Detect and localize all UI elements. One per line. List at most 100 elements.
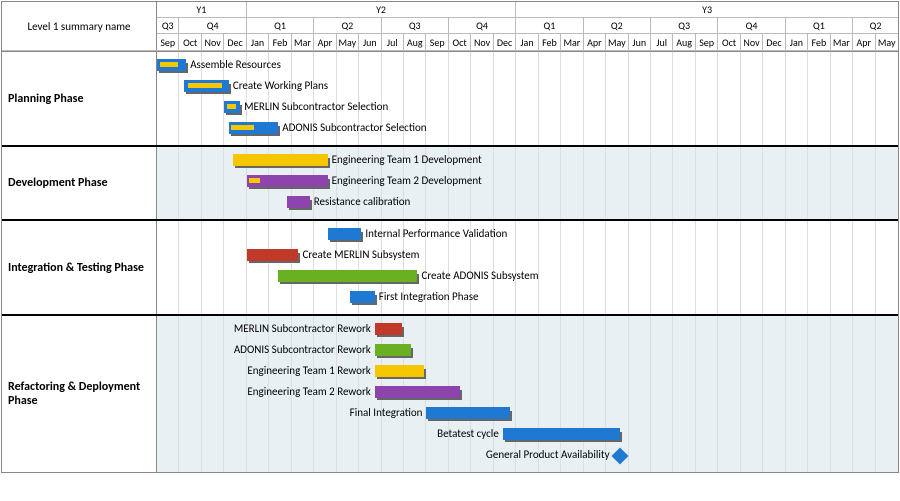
task-row: Create MERLIN Subsystem: [157, 247, 898, 267]
task-row: General Product Availability: [157, 447, 898, 467]
task-bar-inner: [160, 62, 178, 67]
month-cell: Jan: [247, 34, 269, 50]
quarter-cell: Q3: [651, 18, 718, 34]
task-label: Engineering Team 2 Development: [332, 174, 482, 187]
month-cell: Sep: [426, 34, 448, 50]
year-cell: Y2: [247, 2, 516, 18]
quarter-cell: Q3: [382, 18, 449, 34]
quarter-cell: Q4: [449, 18, 516, 34]
month-cell: Feb: [269, 34, 291, 50]
task-bar: [247, 249, 299, 261]
task-bar-inner: [236, 157, 249, 162]
month-cell: Apr: [314, 34, 336, 50]
phase-row: Refactoring & Deployment PhaseMERLIN Sub…: [2, 314, 898, 472]
phase-body: Engineering Team 1 Development Engineerin…: [157, 147, 898, 219]
month-cell: Aug: [404, 34, 426, 50]
task-label: MERLIN Subcontractor Rework: [234, 322, 371, 335]
month-cell: Jan: [786, 34, 808, 50]
month-cell: Apr: [853, 34, 875, 50]
month-cell: Mar: [561, 34, 583, 50]
phase-label: Integration & Testing Phase: [2, 221, 157, 314]
task-bar: [375, 344, 411, 356]
month-cell: Nov: [471, 34, 493, 50]
month-cell: Dec: [494, 34, 516, 50]
task-bar: [426, 407, 509, 419]
phase-label: Development Phase: [2, 147, 157, 219]
month-cell: Dec: [224, 34, 246, 50]
month-cell: May: [606, 34, 628, 50]
task-row: First Integration Phase: [157, 289, 898, 309]
quarter-cell: Q2: [584, 18, 651, 34]
month-cell: Sep: [157, 34, 179, 50]
task-label: Final Integration: [350, 406, 423, 419]
task-bar-inner: [231, 125, 253, 130]
task-row: Resistance calibration: [157, 194, 898, 214]
task-label: Create Working Plans: [233, 79, 328, 92]
year-cell: Y1: [157, 2, 247, 18]
task-row: MERLIN Subcontractor Rework: [157, 321, 898, 341]
year-cell: Y3: [516, 2, 898, 18]
task-row: Create Working Plans: [157, 78, 898, 98]
task-row: ADONIS Subcontractor Rework: [157, 342, 898, 362]
phase-body: MERLIN Subcontractor Rework ADONIS Subcon…: [157, 316, 898, 472]
task-bar-inner: [227, 104, 236, 109]
task-label: First Integration Phase: [379, 290, 479, 303]
month-cell: Dec: [763, 34, 785, 50]
task-label: MERLIN Subcontractor Selection: [244, 100, 388, 113]
task-row: ADONIS Subcontractor Selection: [157, 120, 898, 140]
month-cell: Jul: [382, 34, 404, 50]
quarter-cell: Q3: [157, 18, 179, 34]
task-bar: [375, 386, 460, 398]
month-cell: Jun: [359, 34, 381, 50]
month-cell: Nov: [202, 34, 224, 50]
phase-body: Assemble Resources Create Working Plans ME…: [157, 52, 898, 145]
task-label: ADONIS Subcontractor Selection: [282, 121, 426, 134]
task-row: Assemble Resources: [157, 57, 898, 77]
phase-label: Planning Phase: [2, 52, 157, 145]
phase-label: Refactoring & Deployment Phase: [2, 316, 157, 472]
month-cell: Jan: [516, 34, 538, 50]
task-bar: [375, 365, 424, 377]
month-cell: Oct: [718, 34, 740, 50]
year-row: Y1Y2Y3: [157, 2, 898, 18]
task-label: ADONIS Subcontractor Rework: [234, 343, 371, 356]
task-label: Betatest cycle: [437, 427, 499, 440]
task-label: Create MERLIN Subsystem: [302, 248, 419, 261]
task-row: Internal Performance Validation: [157, 226, 898, 246]
month-cell: Mar: [292, 34, 314, 50]
phase-row: Integration & Testing PhaseInternal Perf…: [2, 219, 898, 314]
phase-row: Development PhaseEngineering Team 1 Deve…: [2, 145, 898, 219]
task-bar-inner: [249, 178, 260, 183]
task-row: MERLIN Subcontractor Selection: [157, 99, 898, 119]
month-cell: Mar: [831, 34, 853, 50]
month-cell: Jun: [629, 34, 651, 50]
task-row: Final Integration: [157, 405, 898, 425]
task-label: Create ADONIS Subsystem: [421, 269, 538, 282]
month-cell: May: [876, 34, 898, 50]
phase-body: Internal Performance Validation Create ME…: [157, 221, 898, 314]
gantt-chart: Level 1 summary name Y1Y2Y3 Q3Q4Q1Q2Q3Q4…: [1, 1, 899, 473]
quarter-cell: Q1: [786, 18, 853, 34]
quarter-cell: Q4: [179, 18, 246, 34]
task-row: Engineering Team 2 Development: [157, 173, 898, 193]
task-row: Create ADONIS Subsystem: [157, 268, 898, 288]
task-bar: [278, 270, 417, 282]
month-cell: Jul: [651, 34, 673, 50]
task-bar: [350, 291, 375, 303]
month-cell: Apr: [584, 34, 606, 50]
task-label: Engineering Team 1 Rework: [247, 364, 370, 377]
quarter-cell: Q2: [853, 18, 898, 34]
quarter-cell: Q1: [516, 18, 583, 34]
quarter-cell: Q4: [718, 18, 785, 34]
month-cell: Oct: [449, 34, 471, 50]
month-cell: Feb: [808, 34, 830, 50]
task-label: Resistance calibration: [314, 195, 411, 208]
task-bar: [328, 228, 362, 240]
milestone-diamond: [611, 448, 628, 465]
month-cell: Aug: [673, 34, 695, 50]
task-row: Engineering Team 1 Rework: [157, 363, 898, 383]
timeline-header: Y1Y2Y3 Q3Q4Q1Q2Q3Q4Q1Q2Q3Q4Q1Q2 SepOctNo…: [157, 2, 898, 50]
task-label: Internal Performance Validation: [365, 227, 507, 240]
quarter-cell: Q2: [314, 18, 381, 34]
task-row: Engineering Team 1 Development: [157, 152, 898, 172]
